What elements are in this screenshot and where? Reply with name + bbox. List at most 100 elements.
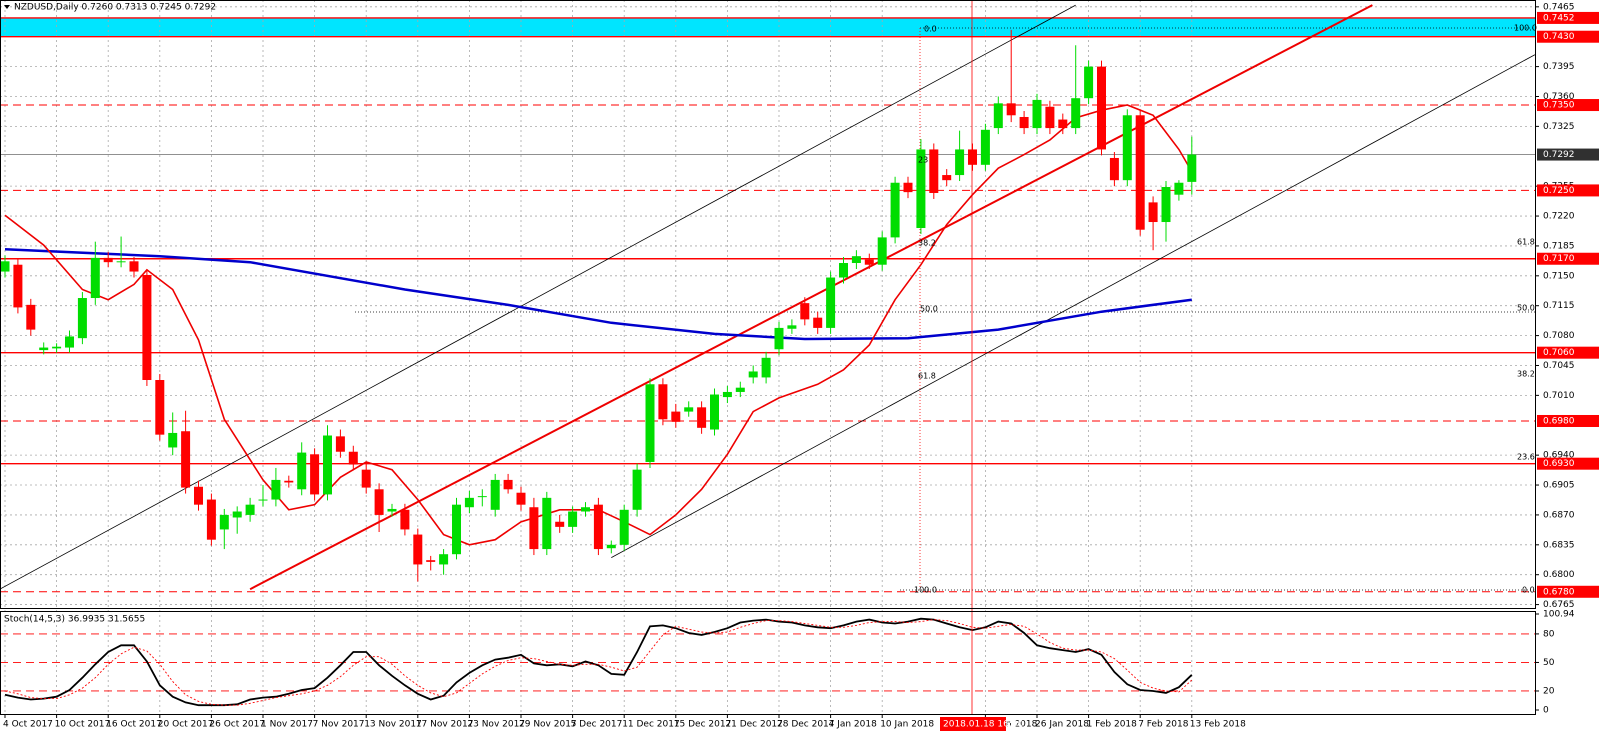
candle-body — [593, 504, 603, 550]
level-label: 0.7170 — [1543, 254, 1575, 264]
candle-body — [968, 149, 977, 165]
y-tick-label: 0.7185 — [1543, 241, 1575, 251]
stoch-line — [4, 617, 1193, 707]
x-tick-label: 4 Oct 2017 — [3, 720, 53, 730]
candle-body — [335, 436, 345, 452]
moving-average — [4, 248, 1192, 341]
main-frame — [0, 0, 1536, 609]
candle-body — [503, 479, 513, 490]
candle-body — [374, 489, 384, 515]
candle-body — [555, 521, 565, 527]
candle-body — [568, 511, 578, 527]
y-tick-label: 0.7325 — [1543, 122, 1575, 132]
candle-body — [658, 384, 668, 420]
fib-label: 23.6 — [1517, 453, 1535, 462]
candle-body — [426, 560, 436, 562]
stoch-y-tick-label: 0 — [1543, 706, 1549, 716]
x-tick-label: 23 Nov 2017 — [467, 720, 525, 730]
fib-label: 61.8 — [918, 372, 936, 381]
level-label: 0.6980 — [1543, 416, 1575, 426]
candle-body — [1032, 99, 1042, 129]
level-tag — [1537, 252, 1599, 265]
level-tag — [1537, 414, 1599, 427]
candle-body — [271, 479, 281, 500]
candle-body — [181, 431, 191, 488]
candle-body — [245, 504, 255, 515]
stoch-y-tick-label: 20 — [1543, 686, 1555, 696]
candle-body — [1058, 119, 1068, 129]
candle-body — [1122, 115, 1132, 181]
y-tick-label: 0.6765 — [1543, 600, 1575, 610]
x-tick-label: 10 Jan 2018 — [880, 720, 934, 730]
candle-body — [826, 277, 836, 328]
crosshair-label: 2018.01.18 16:00 — [943, 720, 1024, 730]
stoch-y-tick-label: 80 — [1543, 629, 1555, 639]
fib-label: 38.2 — [918, 239, 936, 248]
candle-body — [284, 480, 294, 483]
stoch-y-tick-label: 100.94 — [1543, 610, 1575, 620]
stoch-y-tick-label: 50 — [1543, 658, 1555, 668]
candle-body — [90, 257, 100, 299]
chart-title: NZDUSD,Daily 0.7260 0.7313 0.7245 0.7292 — [14, 3, 216, 13]
y-tick-label: 0.6870 — [1543, 510, 1575, 520]
fib-label: 0.0 — [924, 25, 937, 34]
candle-body — [839, 263, 848, 278]
candle-body — [916, 149, 926, 228]
candle-body — [955, 149, 965, 176]
candle-body — [39, 347, 49, 351]
candle-body — [800, 303, 810, 320]
trend-line — [611, 54, 1535, 558]
candle-body — [323, 435, 332, 495]
fib-label: 61.8 — [1517, 238, 1535, 247]
level-label: 0.7452 — [1543, 13, 1575, 23]
level-tag — [1537, 585, 1599, 598]
candle-body — [1161, 187, 1171, 223]
crosshair-tag — [940, 717, 1006, 731]
plot-layer — [0, 4, 1535, 593]
level-band — [0, 17, 1535, 37]
candle-body — [413, 534, 423, 565]
candle-body — [400, 509, 410, 530]
candle-body — [1019, 116, 1029, 129]
level-tag — [1537, 99, 1599, 112]
fib-label: 50.0 — [1517, 304, 1535, 313]
candle-body — [929, 149, 939, 193]
candle-body — [722, 391, 732, 398]
trend-line — [0, 4, 1076, 590]
level-label: 0.7430 — [1543, 32, 1575, 42]
y-tick-label: 0.7465 — [1543, 2, 1575, 12]
current-price-label: 0.7292 — [1543, 150, 1575, 160]
x-tick-label: 17 Nov 2017 — [416, 720, 474, 730]
overlay-layer: 0.74650.73950.73600.73250.72550.72200.71… — [3, 0, 1599, 731]
x-tick-label: 26 Jan 2018 — [1035, 720, 1089, 730]
stoch-title: Stoch(14,5,3) 36.9935 31.5655 — [4, 615, 145, 625]
candle-body — [542, 497, 552, 550]
candle-body — [361, 469, 371, 488]
x-tick-label: 16 Oct 2017 — [106, 720, 162, 730]
menu-arrow[interactable] — [4, 5, 10, 9]
candle-body — [129, 261, 139, 272]
y-tick-label: 0.6940 — [1543, 451, 1575, 461]
candle-body — [387, 508, 397, 512]
candle-body — [1071, 98, 1081, 129]
candle-body — [1148, 202, 1158, 223]
current-price-tag — [1537, 148, 1599, 161]
candle-body — [761, 357, 771, 378]
candle-body — [1109, 157, 1119, 181]
candle-body — [1097, 66, 1106, 150]
candle-body — [632, 469, 642, 510]
candle-body — [774, 327, 784, 350]
fib-label: 0.0 — [1522, 586, 1535, 595]
candle-body — [65, 336, 74, 348]
candle-body — [581, 507, 590, 512]
x-tick-label: 1 Feb 2018 — [1087, 720, 1138, 730]
candle-body — [297, 452, 307, 490]
candle-body — [606, 544, 616, 549]
x-tick-label: 22 Jan 2018 — [983, 720, 1037, 730]
candle-body — [993, 103, 1003, 129]
y-tick-label: 0.6835 — [1543, 540, 1575, 550]
y-tick-label: 0.7360 — [1543, 92, 1575, 102]
candle-body — [1045, 106, 1055, 129]
x-tick-label: 5 Dec 2017 — [571, 720, 623, 730]
candle-body — [735, 387, 745, 392]
